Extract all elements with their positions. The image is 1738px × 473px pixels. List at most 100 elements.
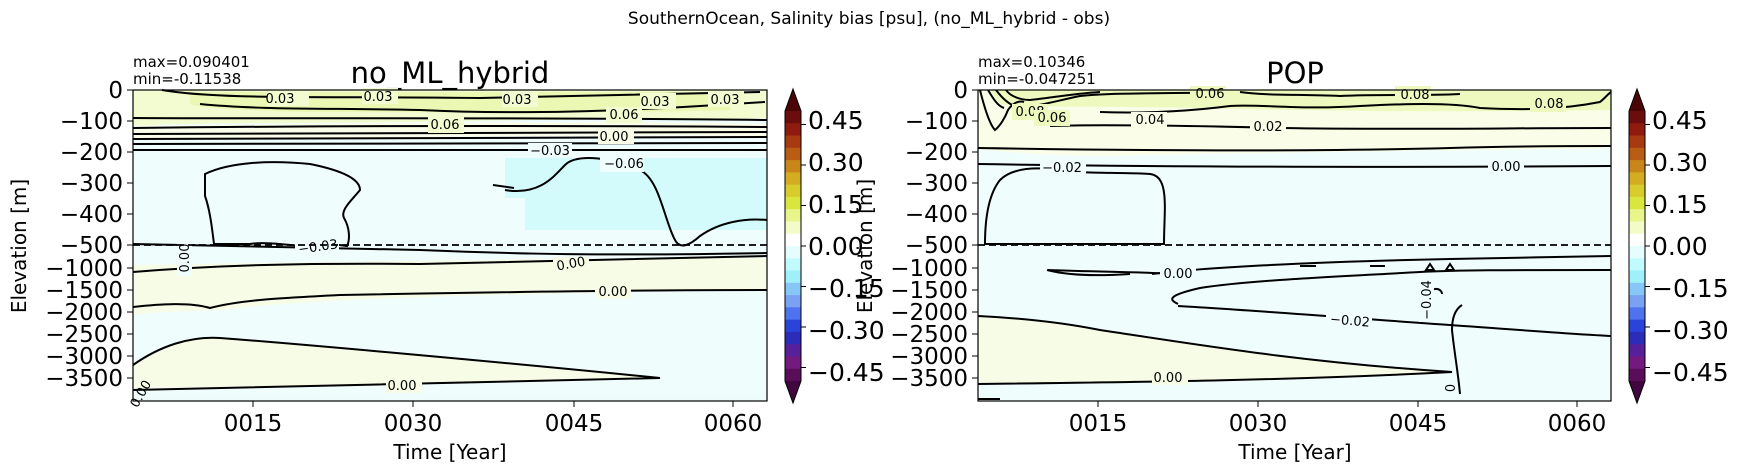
panel-pop: POP max=0.10346 min=-0.047251 <box>853 53 1612 464</box>
colorbar-segment <box>785 319 801 333</box>
colorbar-body <box>1628 87 1650 405</box>
colorbar-segment <box>1629 331 1645 345</box>
colorbar-segment <box>785 368 801 382</box>
svg-text:−1000: −1000 <box>45 256 123 282</box>
y-tick: −200 <box>60 140 133 166</box>
x-tick: 0060 <box>704 401 762 437</box>
x-tick: 0015 <box>224 401 283 437</box>
contour-label: 0.03 <box>641 95 670 110</box>
y-tick: −100 <box>905 109 978 135</box>
y-axis-label: Elevation [m] <box>7 179 31 313</box>
y-tick: −2500 <box>890 322 978 348</box>
colorbar-segment <box>1629 160 1645 173</box>
contour-triangles <box>1424 262 1456 271</box>
panel-no-ml-hybrid: no_ML_hybrid max=0.090401 min=-0.11538 <box>7 53 768 464</box>
y-tick: −500 <box>60 233 133 259</box>
y-tick: −1000 <box>890 256 978 282</box>
svg-text:−3500: −3500 <box>890 366 968 392</box>
colorbar-segment <box>1629 184 1645 198</box>
svg-text:−2000: −2000 <box>890 300 968 326</box>
y-tick: 0 <box>953 78 978 104</box>
y-tick: −500 <box>905 233 978 259</box>
x-axis: 0015 0030 0045 0060 <box>1069 401 1607 437</box>
contour-label: −0.03 <box>297 237 339 257</box>
negative-blob-right <box>505 158 767 230</box>
colorbar-segment <box>1629 233 1645 247</box>
svg-text:−200: −200 <box>60 140 123 166</box>
x-tick: 0045 <box>545 401 604 437</box>
svg-text:−1500: −1500 <box>45 278 123 304</box>
y-tick: −3500 <box>45 366 133 392</box>
colorbar-segment <box>785 221 801 235</box>
contour-label: 0.04 <box>1136 113 1165 128</box>
panel-title: POP <box>1266 56 1324 90</box>
svg-text:0060: 0060 <box>1548 411 1607 437</box>
colorbar-segment <box>785 135 801 149</box>
colorbar-frame <box>1628 87 1646 405</box>
panel-title: no_ML_hybrid <box>351 56 550 90</box>
colorbar-tick: 0.30 <box>1652 148 1708 177</box>
colorbar-tick: −0.45 <box>808 358 885 387</box>
stat-min: min=-0.11538 <box>133 70 241 88</box>
contour-label: 0.00 <box>1154 371 1183 386</box>
y-axis: 0 −100 −200 −300 −400 −500 −1000 −1500 −… <box>890 78 978 392</box>
x-axis-label: Time [Year] <box>392 440 506 464</box>
contour-label: 0.06 <box>1038 111 1067 126</box>
y-tick: −200 <box>905 140 978 166</box>
svg-text:−1500: −1500 <box>890 278 968 304</box>
contour-label: 0.06 <box>610 108 639 123</box>
y-tick: −3000 <box>45 344 133 370</box>
colorbar-right: 0.45 0.30 0.15 0.00 −0.15 −0.30 −0.45 <box>1628 87 1729 405</box>
y-tick: −2000 <box>45 300 133 326</box>
colorbar-segment <box>1629 135 1645 149</box>
contour-label: 0.00 <box>600 130 629 145</box>
x-tick: 0060 <box>1548 401 1607 437</box>
colorbar-segment <box>785 295 801 308</box>
colorbar-segment <box>785 209 801 223</box>
x-axis-label: Time [Year] <box>1237 440 1351 464</box>
x-tick: 0015 <box>1069 401 1127 437</box>
colorbar-segment <box>1629 282 1645 296</box>
svg-text:0015: 0015 <box>224 411 283 437</box>
x-axis: 0015 0030 0045 0060 <box>224 401 762 437</box>
contour-label: 0.08 <box>1401 88 1430 103</box>
svg-text:0045: 0045 <box>1389 411 1448 437</box>
colorbar-tick: 0.30 <box>808 148 864 177</box>
colorbar-segment <box>785 147 801 161</box>
colorbar-extend-max <box>785 89 801 111</box>
colorbar-segment <box>1629 344 1645 358</box>
colorbar-segment <box>1629 295 1645 308</box>
contour-label: 0.00 <box>1492 160 1521 175</box>
svg-text:0030: 0030 <box>1229 411 1288 437</box>
masked-strip <box>133 394 767 401</box>
y-tick: −300 <box>905 171 978 197</box>
colorbar-frame <box>784 87 802 405</box>
svg-text:−100: −100 <box>905 109 968 135</box>
svg-text:−2000: −2000 <box>45 300 123 326</box>
colorbar-segment <box>785 172 801 186</box>
y-tick: −100 <box>60 109 133 135</box>
colorbar-segment <box>785 233 801 247</box>
y-tick: −1000 <box>45 256 133 282</box>
y-tick: −2500 <box>45 322 133 348</box>
colorbar-extend-min <box>785 381 801 403</box>
colorbar-segment <box>1629 147 1645 161</box>
svg-text:0045: 0045 <box>545 411 604 437</box>
colorbar-segment <box>785 344 801 358</box>
colorbar-tick: −0.30 <box>808 316 885 345</box>
svg-text:−200: −200 <box>905 140 968 166</box>
contour-label: 0.03 <box>266 92 295 107</box>
x-tick: 0030 <box>1229 401 1288 437</box>
contour-lines <box>132 89 768 391</box>
positive-region-deep <box>978 316 1452 384</box>
y-axis: 0 −100 −200 −300 −400 −500 −1000 −1500 −… <box>45 78 133 392</box>
positive-region-deep-2 <box>133 337 660 388</box>
contour-label: 0.06 <box>1196 87 1225 102</box>
stat-max: max=0.090401 <box>133 53 250 71</box>
svg-text:−3000: −3000 <box>45 344 123 370</box>
colorbar-segment <box>1629 368 1645 382</box>
svg-text:−300: −300 <box>905 171 968 197</box>
colorbar-segment <box>1629 123 1645 137</box>
colorbar-segment <box>1629 270 1645 284</box>
